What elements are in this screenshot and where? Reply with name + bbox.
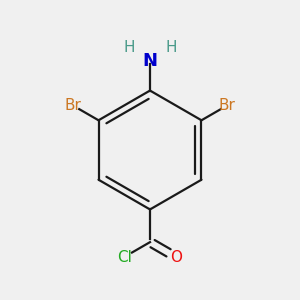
Text: Br: Br — [219, 98, 236, 113]
Text: N: N — [142, 52, 158, 70]
Text: H: H — [165, 40, 177, 55]
Text: H: H — [123, 40, 135, 55]
Text: O: O — [170, 250, 182, 265]
Text: Cl: Cl — [117, 250, 132, 265]
Text: Br: Br — [64, 98, 81, 113]
